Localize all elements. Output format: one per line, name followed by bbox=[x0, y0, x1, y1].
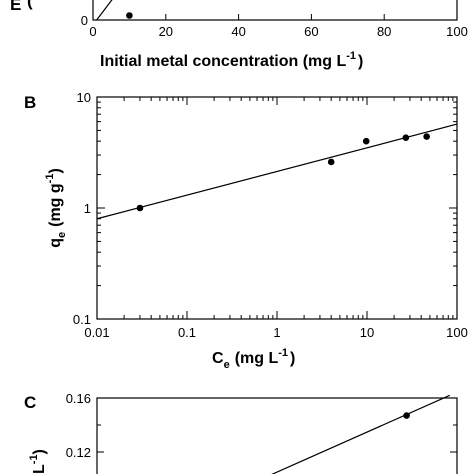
panel-a-frame bbox=[92, 0, 458, 21]
panel-a-xtick-label: 80 bbox=[377, 24, 391, 39]
panel-a-ylabel-fragment: E bbox=[10, 0, 21, 14]
panel-b-ytick-label: 0.1 bbox=[73, 312, 91, 327]
panel-b-xtick-label: 0.1 bbox=[178, 325, 196, 340]
panel-a-ytick-label: 0 bbox=[81, 13, 88, 28]
panel-c-fit-line bbox=[271, 394, 451, 474]
panel-b-xtick-label: 0.01 bbox=[84, 325, 109, 340]
panel-c: C 0.12 0.16 L-1) bbox=[24, 391, 458, 474]
panel-c-letter: C bbox=[24, 393, 36, 412]
panel-b-letter: B bbox=[24, 93, 36, 112]
panel-c-ylabel-sup: -1 bbox=[28, 454, 40, 464]
panel-a-xtick-label: 40 bbox=[231, 24, 245, 39]
panel-b-xtick-label: 10 bbox=[360, 325, 374, 340]
panel-b-ylabel-q: q bbox=[47, 238, 64, 248]
panel-c-ylabel-l: L bbox=[31, 464, 48, 474]
panel-c-marks bbox=[271, 394, 451, 474]
panel-b-fit-line bbox=[96, 123, 458, 220]
panel-a-xtick-label: 100 bbox=[446, 24, 468, 39]
panel-b-data-point bbox=[362, 137, 370, 145]
panel-b-ylabel-text: qe (mg g-1) bbox=[44, 168, 68, 248]
panel-b-ytick-label: 10 bbox=[77, 90, 91, 105]
panel-a: 0 20 40 60 80 100 0 E ( Initial metal concentr… bbox=[10, 0, 468, 70]
panel-b-marks bbox=[96, 123, 458, 220]
panel-b-xtick-label: 100 bbox=[446, 325, 468, 340]
panel-a-xlabel: Initial metal concentration (mg L-1) bbox=[100, 50, 363, 70]
panel-a-ylabel-paren: ( bbox=[27, 0, 33, 10]
panel-c-ylabel: L-1) bbox=[28, 449, 48, 474]
panel-b-ytick-label: 1 bbox=[84, 201, 91, 216]
panel-b-xlabel-sub: e bbox=[224, 359, 230, 371]
panel-b-xlabel: Ce (mg L-1) bbox=[212, 347, 295, 371]
panel-b-ylabel-mid: (mg g bbox=[47, 183, 64, 227]
panel-b-xlabel-mid: (mg L bbox=[235, 350, 279, 367]
panel-b-xlabel-sup: -1 bbox=[278, 347, 288, 359]
panel-b-data-point bbox=[423, 133, 430, 140]
panel-c-frame bbox=[96, 397, 458, 474]
panel-b-xlabel-c: C bbox=[212, 350, 224, 367]
panel-a-marks bbox=[96, 0, 133, 21]
panel-c-ylabel-text: L-1) bbox=[28, 449, 48, 474]
panel-b-data-point bbox=[402, 134, 410, 141]
panel-b-ylabel-sup: -1 bbox=[44, 174, 56, 184]
panel-b-data-point bbox=[327, 158, 335, 166]
panel-b-ylabel-sub: e bbox=[56, 232, 68, 238]
panel-c-ytick-label: 0.16 bbox=[66, 391, 91, 406]
panel-b-frame bbox=[96, 96, 458, 320]
panel-a-xlabel-sup: -1 bbox=[346, 50, 356, 62]
panel-a-xlabel-end: ) bbox=[358, 53, 363, 70]
panel-b-xlabel-end: ) bbox=[290, 350, 295, 367]
panel-a-xtick-label: 20 bbox=[159, 24, 173, 39]
panel-b-ylabel-end: ) bbox=[47, 168, 64, 173]
panel-a-xtick-label: 60 bbox=[304, 24, 318, 39]
panel-b-xtick-label: 1 bbox=[273, 325, 280, 340]
panel-c-ytick-label: 0.12 bbox=[66, 445, 91, 460]
panel-b-data-point bbox=[136, 204, 144, 212]
panel-b-ylabel: qe (mg g-1) bbox=[44, 168, 68, 248]
panel-c-data-point bbox=[403, 412, 410, 419]
panel-a-data-point bbox=[126, 12, 133, 19]
panel-a-xtick-label: 0 bbox=[89, 24, 96, 39]
panel-a-ticks: 0 20 40 60 80 100 0 bbox=[81, 13, 468, 39]
panel-a-fit-line bbox=[96, 0, 113, 21]
panel-a-xlabel-main: Initial metal concentration (mg L bbox=[100, 53, 346, 70]
panel-c-ticks: 0.12 0.16 bbox=[66, 391, 457, 460]
panel-c-ylabel-end: ) bbox=[31, 449, 48, 454]
